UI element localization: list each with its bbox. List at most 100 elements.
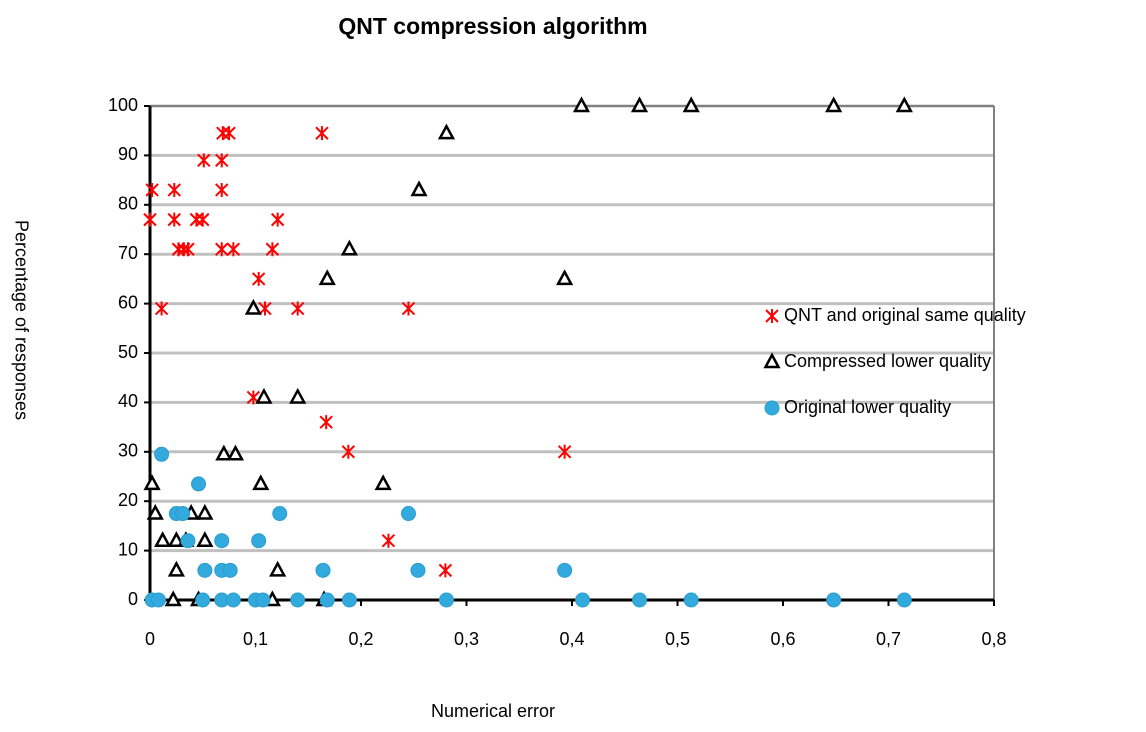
point [258, 301, 272, 316]
y-tick-label: 20 [118, 490, 138, 510]
x-tick-label: 0,3 [454, 629, 479, 649]
legend-marker [763, 352, 781, 369]
legend-marker [765, 309, 779, 323]
point [289, 387, 307, 404]
x-axis-label: Numerical error [431, 701, 555, 721]
point [572, 96, 591, 113]
point [683, 592, 699, 608]
x-tick-label: 0,7 [876, 629, 901, 649]
point [255, 592, 271, 608]
point [374, 474, 392, 491]
point [632, 592, 648, 608]
point [197, 153, 211, 168]
point [410, 562, 426, 578]
point [269, 560, 287, 577]
point [215, 242, 229, 257]
x-tick-label: 0,2 [348, 629, 373, 649]
y-tick-label: 0 [128, 589, 138, 609]
point [255, 387, 273, 404]
point [215, 182, 229, 197]
point [315, 562, 331, 578]
point [381, 533, 396, 548]
point [226, 242, 241, 257]
point [400, 506, 416, 522]
point [195, 592, 211, 608]
point [167, 212, 181, 227]
y-tick-label: 90 [118, 144, 138, 164]
point [222, 126, 236, 141]
point [556, 269, 574, 286]
point [154, 301, 169, 316]
point [341, 592, 357, 608]
x-tick-label: 0,4 [559, 629, 584, 649]
point [437, 123, 456, 140]
chart-title: QNT compression algorithm [338, 13, 647, 39]
point [175, 506, 191, 522]
x-tick-label: 0,1 [243, 629, 268, 649]
legend-label: Original lower quality [784, 397, 951, 417]
legend-label: QNT and original same quality [784, 305, 1026, 325]
point [146, 503, 164, 520]
point [222, 562, 238, 578]
point [181, 242, 195, 257]
y-tick-label: 60 [118, 292, 138, 312]
point [180, 533, 196, 549]
point [826, 592, 842, 608]
point [150, 592, 166, 608]
point [191, 476, 207, 492]
point [575, 592, 591, 608]
x-tick-label: 0 [145, 629, 155, 649]
legend-marker [764, 400, 780, 416]
point [319, 592, 335, 608]
point [825, 96, 843, 113]
point [682, 96, 700, 113]
x-tick-label: 0,8 [981, 629, 1006, 649]
point [164, 590, 182, 607]
point [216, 126, 230, 141]
point [226, 444, 245, 461]
legend-label: Compressed lower quality [784, 351, 991, 371]
point [438, 592, 454, 608]
point [318, 269, 336, 286]
y-tick-label: 40 [118, 391, 138, 411]
point [251, 533, 267, 549]
point [315, 126, 329, 141]
point [215, 444, 233, 461]
point [290, 592, 306, 608]
point [143, 212, 157, 227]
y-tick-label: 30 [118, 441, 138, 461]
point [410, 180, 428, 197]
point [290, 301, 305, 316]
point [252, 474, 270, 491]
point [197, 562, 213, 578]
y-tick-label: 70 [118, 243, 138, 263]
point [167, 182, 181, 197]
y-tick-label: 10 [118, 539, 138, 559]
point [265, 242, 280, 257]
y-tick-label: 100 [108, 95, 138, 115]
point [270, 212, 285, 227]
y-tick-label: 50 [118, 342, 138, 362]
point [143, 474, 161, 491]
point [196, 212, 210, 227]
point [272, 506, 288, 522]
x-tick-label: 0,5 [665, 629, 690, 649]
point [630, 96, 649, 113]
point [401, 301, 416, 316]
point [896, 592, 912, 608]
point [244, 298, 262, 315]
point [251, 271, 266, 286]
x-tick-label: 0,6 [770, 629, 795, 649]
y-axis-label: Percentage of responses [11, 220, 31, 420]
point [196, 503, 214, 520]
point [215, 153, 229, 168]
point [189, 212, 204, 227]
point [895, 96, 913, 113]
point [225, 592, 241, 608]
point [154, 446, 170, 462]
point [319, 415, 333, 430]
point [196, 531, 214, 547]
point [154, 531, 172, 547]
legend-box [740, 290, 1142, 440]
